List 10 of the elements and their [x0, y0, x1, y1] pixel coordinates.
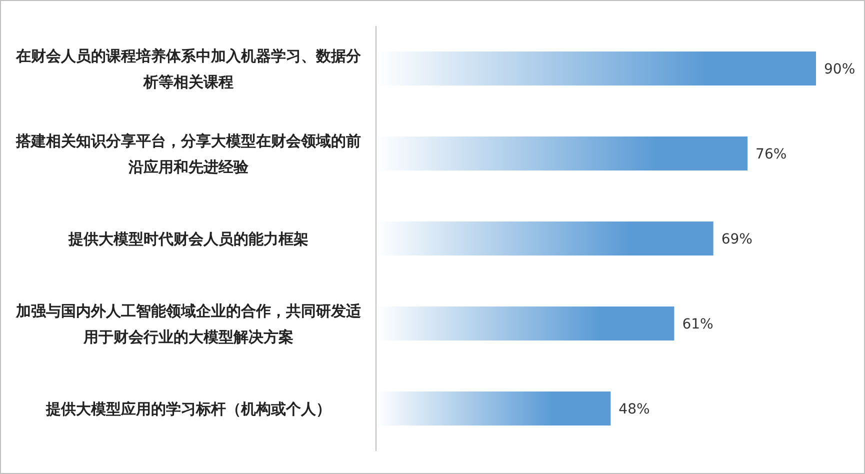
y-tick-label: 搭建相关知识分享平台，分享大模型在财会领域的前沿应用和先进经验: [14, 130, 362, 178]
data-label: 61%: [682, 316, 714, 332]
y-tick-label: 在财会人员的课程培养体系中加入机器学习、数据分析等相关课程: [14, 46, 362, 92]
data-label: 48%: [618, 402, 650, 418]
data-label: 90%: [824, 62, 856, 78]
data-label: 69%: [721, 232, 752, 248]
y-tick-label: 提供大模型时代财会人员的能力框架: [68, 228, 308, 250]
y-tick-label: 加强与国内外人工智能领域企业的合作，共同研发适用于财会行业的大模型解决方案: [14, 300, 362, 348]
data-label: 76%: [756, 146, 787, 162]
y-tick-label: 提供大模型应用的学习标杆（机构或个人）: [46, 398, 331, 420]
